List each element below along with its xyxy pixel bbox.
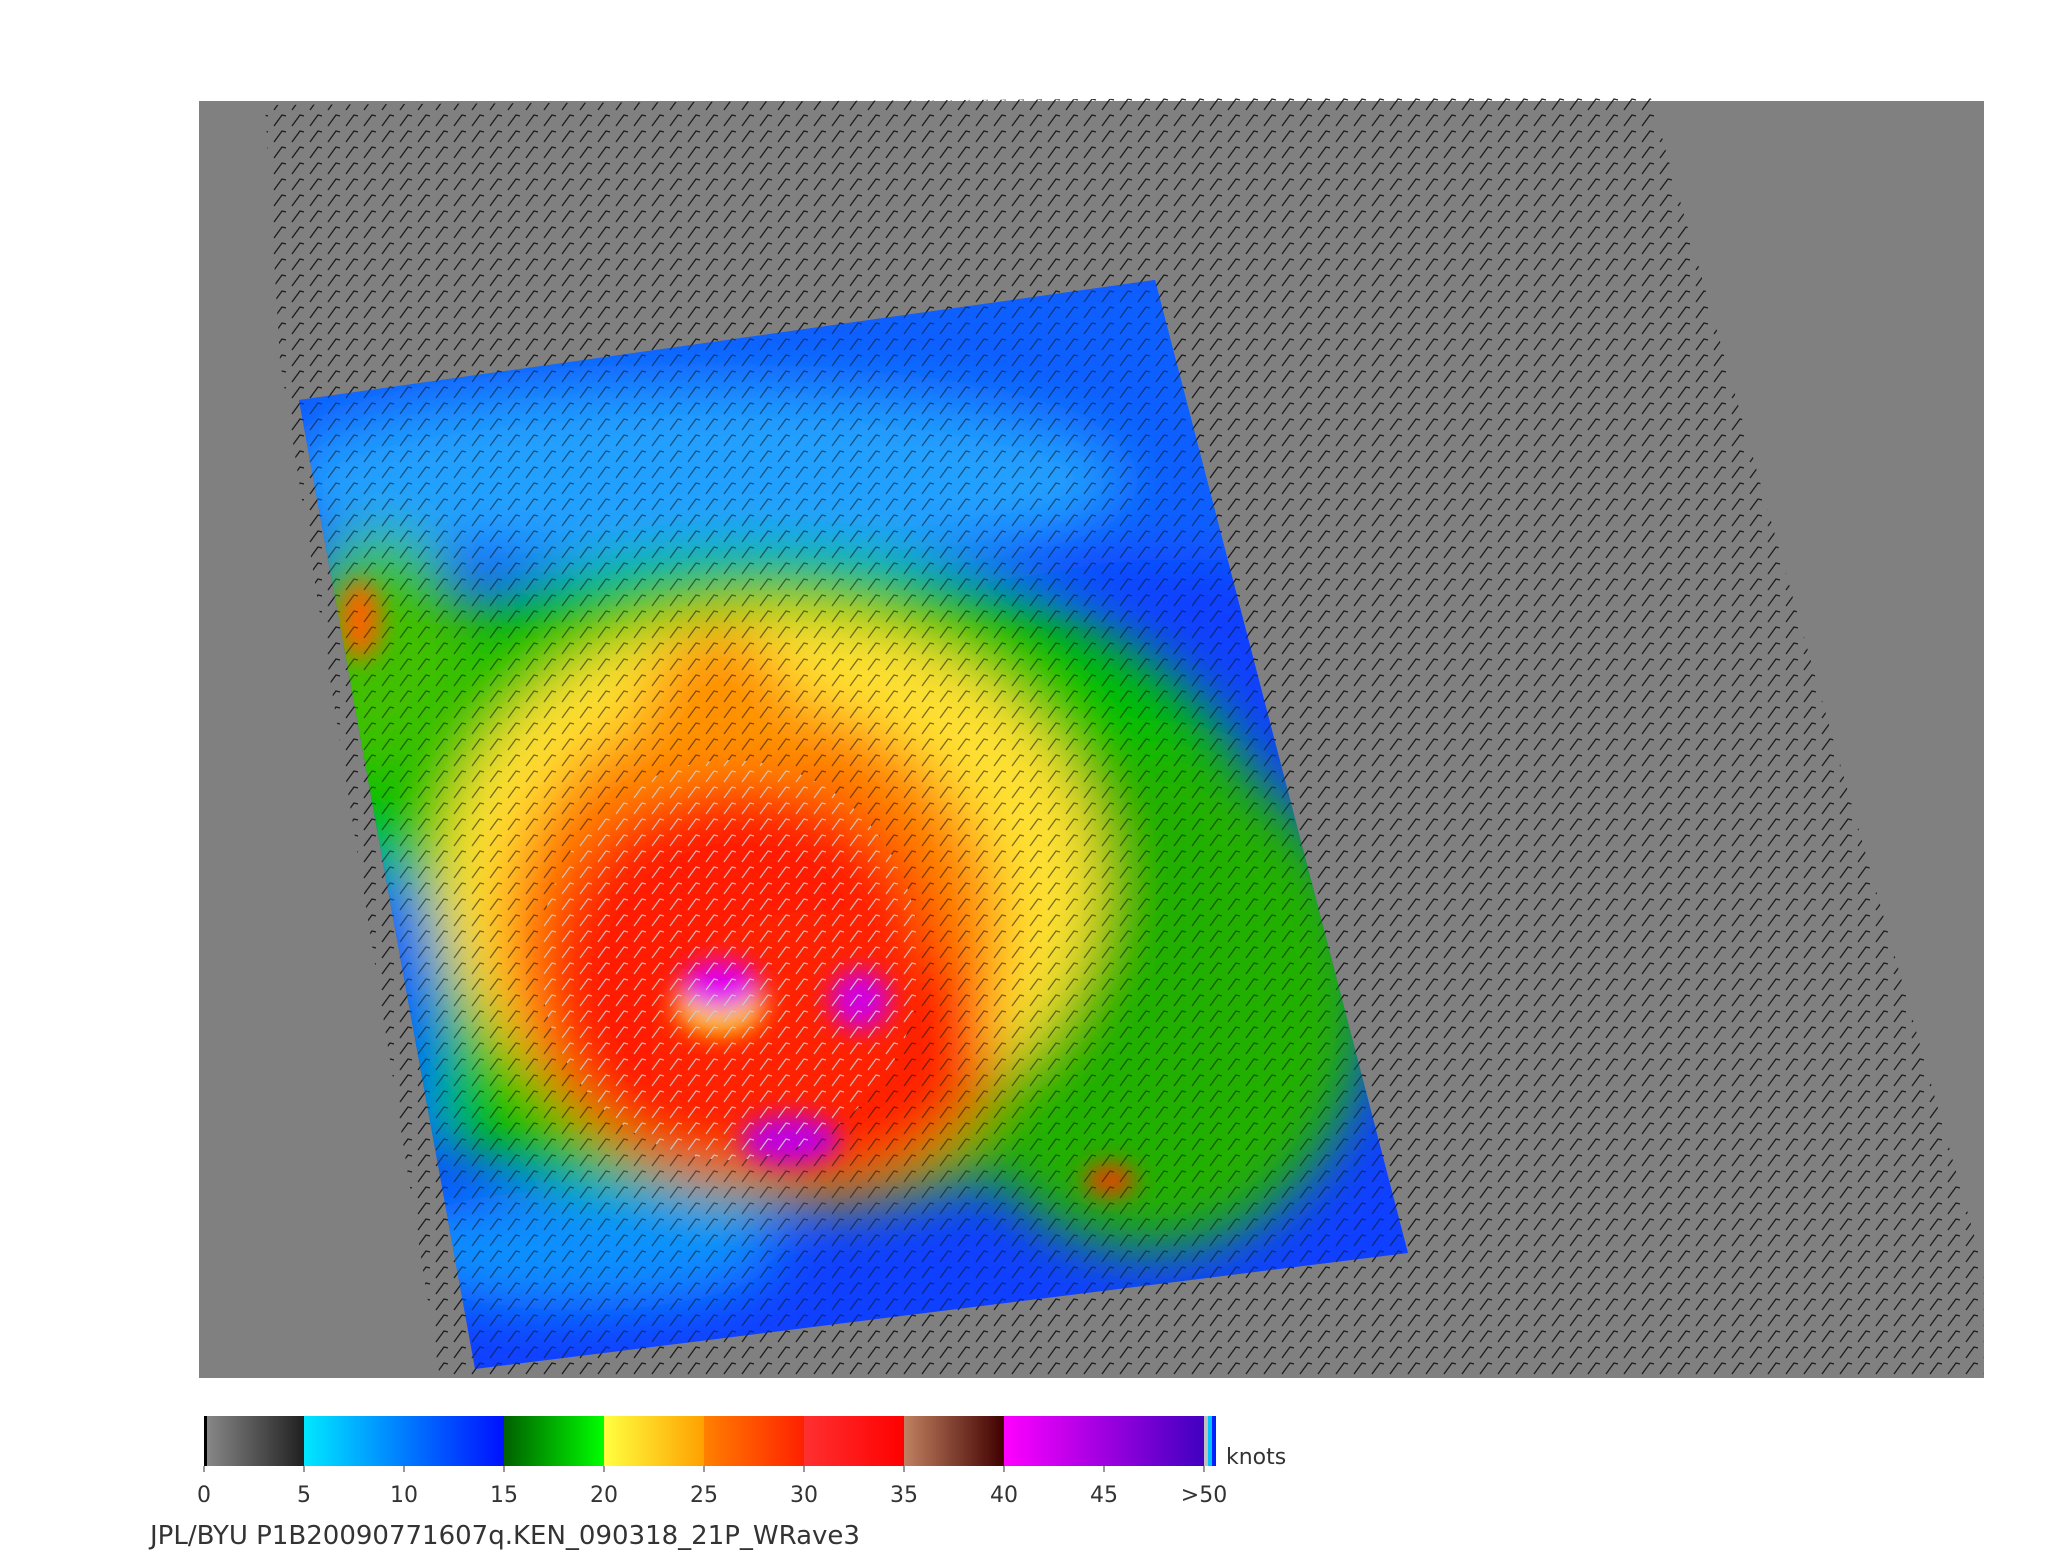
colorbar	[204, 1416, 1216, 1466]
tick-label: 15	[490, 1483, 518, 1508]
tick-label: 10	[390, 1483, 418, 1508]
footer: JPL/BYU P1B20090771607q.KEN_090318_21P_W…	[148, 1521, 860, 1551]
tick-label: 30	[790, 1483, 818, 1508]
tick-label: >50	[1181, 1483, 1227, 1508]
tick-label: 35	[890, 1483, 918, 1508]
colorbar-ticks: 0 5 10 15 20 25 30 35 40 45 >50	[197, 1466, 1227, 1508]
unit-label: knots	[1226, 1445, 1286, 1470]
tick-label: 0	[197, 1483, 211, 1508]
tick-label: 25	[690, 1483, 718, 1508]
wind-swath	[299, 280, 1408, 1369]
tick-label: 45	[1090, 1483, 1118, 1508]
tick-label: 5	[297, 1483, 311, 1508]
tick-label: 40	[990, 1483, 1018, 1508]
tick-label: 20	[590, 1483, 618, 1508]
